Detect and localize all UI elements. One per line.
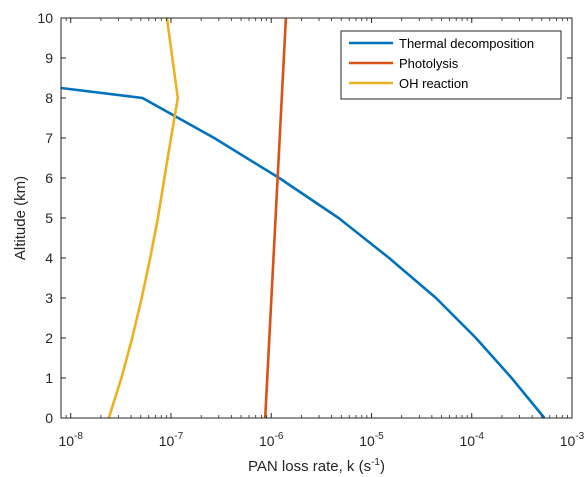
y-axis-title: Altitude (km) — [12, 176, 29, 260]
y-tick-label: 10 — [37, 10, 53, 26]
x-tick-label: 10-5 — [359, 431, 384, 449]
x-axis-title: PAN loss rate, k (s-1) — [248, 457, 385, 475]
legend-label-0: Thermal decomposition — [399, 36, 534, 51]
series-layer — [60, 17, 546, 419]
y-tick-label: 9 — [45, 50, 53, 66]
series-line-1 — [263, 17, 288, 419]
x-axis-title-exponent: -1 — [371, 457, 380, 468]
y-tick-label: 3 — [45, 290, 53, 306]
x-axis-title-text: PAN loss rate, k (s — [248, 458, 371, 475]
y-tick-label: 8 — [45, 90, 53, 106]
x-tick-label: 10-4 — [460, 431, 485, 449]
x-tick-label: 10-3 — [560, 431, 585, 449]
x-tick-label: 10-8 — [58, 431, 83, 449]
series-line-0 — [60, 86, 546, 419]
x-tick-label: 10-6 — [259, 431, 284, 449]
legend-label-1: Photolysis — [399, 56, 459, 71]
y-tick-label: 0 — [45, 410, 53, 426]
y-tick-label: 6 — [45, 170, 53, 186]
y-tick-label: 7 — [45, 130, 53, 146]
y-tick-label: 4 — [45, 250, 53, 266]
series-line-2 — [107, 17, 180, 419]
y-tick-label: 5 — [45, 210, 53, 226]
legend-label-2: OH reaction — [399, 76, 468, 91]
x-axis-title-suffix: ) — [380, 458, 385, 475]
y-tick-label: 2 — [45, 330, 53, 346]
x-tick-label: 10-7 — [159, 431, 184, 449]
y-tick-label: 1 — [45, 370, 53, 386]
tick-layer: 0 1 2 3 4 5 6 7 8 9 10 10-8 10-7 10-6 10-5 10-4 10-3 — [37, 10, 584, 449]
legend: Thermal decomposition Photolysis OH reacti… — [340, 30, 562, 100]
